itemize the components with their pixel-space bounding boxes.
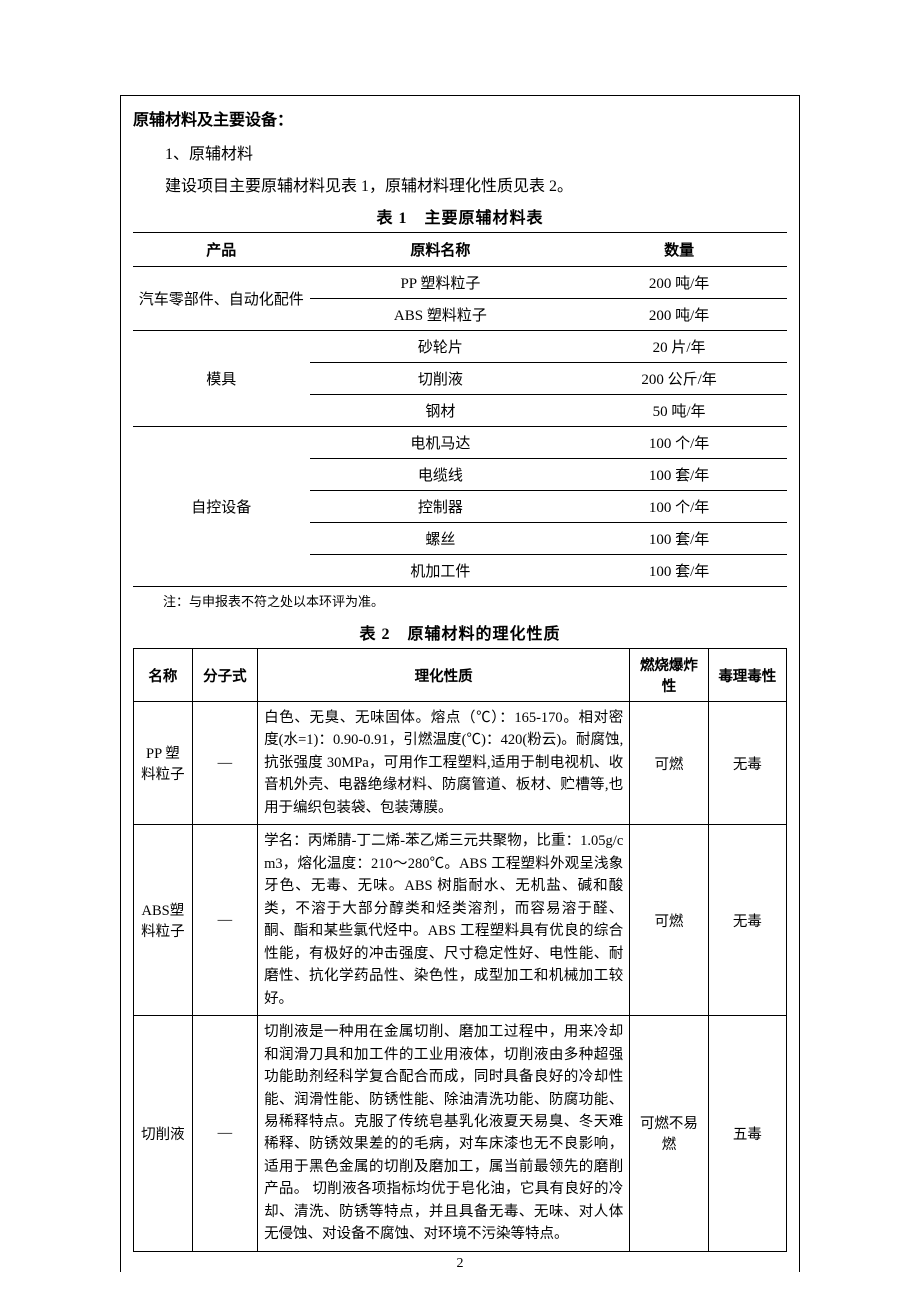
table-1: 产品 原料名称 数量 汽车零部件、自动化配件 PP 塑料粒子 200 吨/年 A… (133, 232, 787, 587)
t1-qty-cell: 200 吨/年 (571, 267, 787, 299)
t2-toxicity-cell: 无毒 (708, 702, 786, 825)
t2-properties-cell: 白色、无臭、无味固体。熔点（℃）：165-170。相对密度(水=1)：0.90-… (258, 702, 630, 825)
content-frame: 原辅材料及主要设备： 1、原辅材料 建设项目主要原辅材料见表 1，原辅材料理化性… (120, 95, 800, 1272)
table-2: 名称 分子式 理化性质 燃烧爆炸性 毒理毒性 PP 塑料粒子 — 白色、无臭、无… (133, 648, 787, 1252)
t1-qty-cell: 50 吨/年 (571, 395, 787, 427)
t1-material-cell: 切削液 (310, 363, 572, 395)
t2-formula-cell: — (192, 702, 257, 825)
t1-material-cell: 钢材 (310, 395, 572, 427)
t1-qty-cell: 100 套/年 (571, 555, 787, 587)
t1-h-product: 产品 (133, 233, 310, 267)
table-1-header-row: 产品 原料名称 数量 (133, 233, 787, 267)
table-1-note: 注：与申报表不符之处以本环评为准。 (163, 591, 787, 610)
t1-qty-cell: 100 个/年 (571, 427, 787, 459)
table-row: 模具 砂轮片 20 片/年 (133, 331, 787, 363)
t2-h-properties: 理化性质 (258, 649, 630, 702)
t1-product-cell: 自控设备 (133, 427, 310, 587)
table-row: PP 塑料粒子 — 白色、无臭、无味固体。熔点（℃）：165-170。相对密度(… (134, 702, 787, 825)
t1-material-cell: PP 塑料粒子 (310, 267, 572, 299)
t2-formula-cell: — (192, 825, 257, 1016)
table-2-header-row: 名称 分子式 理化性质 燃烧爆炸性 毒理毒性 (134, 649, 787, 702)
t1-product-cell: 汽车零部件、自动化配件 (133, 267, 310, 331)
table-1-caption: 表 1 主要原辅材料表 (133, 204, 787, 228)
t1-material-cell: 螺丝 (310, 523, 572, 555)
t1-material-cell: 机加工件 (310, 555, 572, 587)
t1-material-cell: 砂轮片 (310, 331, 572, 363)
t1-material-cell: ABS 塑料粒子 (310, 299, 572, 331)
t1-qty-cell: 100 套/年 (571, 459, 787, 491)
t2-h-formula: 分子式 (192, 649, 257, 702)
table-2-caption: 表 2 原辅材料的理化性质 (133, 620, 787, 644)
t2-h-flammability: 燃烧爆炸性 (630, 649, 708, 702)
t1-qty-cell: 200 吨/年 (571, 299, 787, 331)
t1-h-material: 原料名称 (310, 233, 572, 267)
section-intro: 建设项目主要原辅材料见表 1，原辅材料理化性质见表 2。 (133, 172, 787, 196)
t1-h-qty: 数量 (571, 233, 787, 267)
t2-flammability-cell: 可燃 (630, 702, 708, 825)
table-row: 自控设备 电机马达 100 个/年 (133, 427, 787, 459)
t1-material-cell: 电缆线 (310, 459, 572, 491)
page: 原辅材料及主要设备： 1、原辅材料 建设项目主要原辅材料见表 1，原辅材料理化性… (0, 0, 920, 1312)
table-row: ABS塑料粒子 — 学名：丙烯腈-丁二烯-苯乙烯三元共聚物，比重：1.05g/c… (134, 825, 787, 1016)
t2-name-cell: ABS塑料粒子 (134, 825, 193, 1016)
table-row: 汽车零部件、自动化配件 PP 塑料粒子 200 吨/年 (133, 267, 787, 299)
t2-properties-cell: 切削液是一种用在金属切削、磨加工过程中，用来冷却和润滑刀具和加工件的工业用液体，… (258, 1016, 630, 1252)
t2-toxicity-cell: 无毒 (708, 825, 786, 1016)
page-number: 2 (0, 1256, 920, 1272)
t2-name-cell: 切削液 (134, 1016, 193, 1252)
t2-formula-cell: — (192, 1016, 257, 1252)
t1-product-cell: 模具 (133, 331, 310, 427)
table-row: 切削液 — 切削液是一种用在金属切削、磨加工过程中，用来冷却和润滑刀具和加工件的… (134, 1016, 787, 1252)
t1-qty-cell: 200 公斤/年 (571, 363, 787, 395)
t2-name-cell: PP 塑料粒子 (134, 702, 193, 825)
t2-toxicity-cell: 五毒 (708, 1016, 786, 1252)
t2-h-toxicity: 毒理毒性 (708, 649, 786, 702)
section-heading: 原辅材料及主要设备： (133, 106, 787, 130)
t1-qty-cell: 20 片/年 (571, 331, 787, 363)
t1-qty-cell: 100 套/年 (571, 523, 787, 555)
t1-material-cell: 电机马达 (310, 427, 572, 459)
t1-qty-cell: 100 个/年 (571, 491, 787, 523)
t2-h-name: 名称 (134, 649, 193, 702)
t2-properties-cell: 学名：丙烯腈-丁二烯-苯乙烯三元共聚物，比重：1.05g/cm3，熔化温度：21… (258, 825, 630, 1016)
t2-flammability-cell: 可燃 (630, 825, 708, 1016)
t2-flammability-cell: 可燃不易燃 (630, 1016, 708, 1252)
t1-material-cell: 控制器 (310, 491, 572, 523)
section-sub-1: 1、原辅材料 (133, 140, 787, 164)
